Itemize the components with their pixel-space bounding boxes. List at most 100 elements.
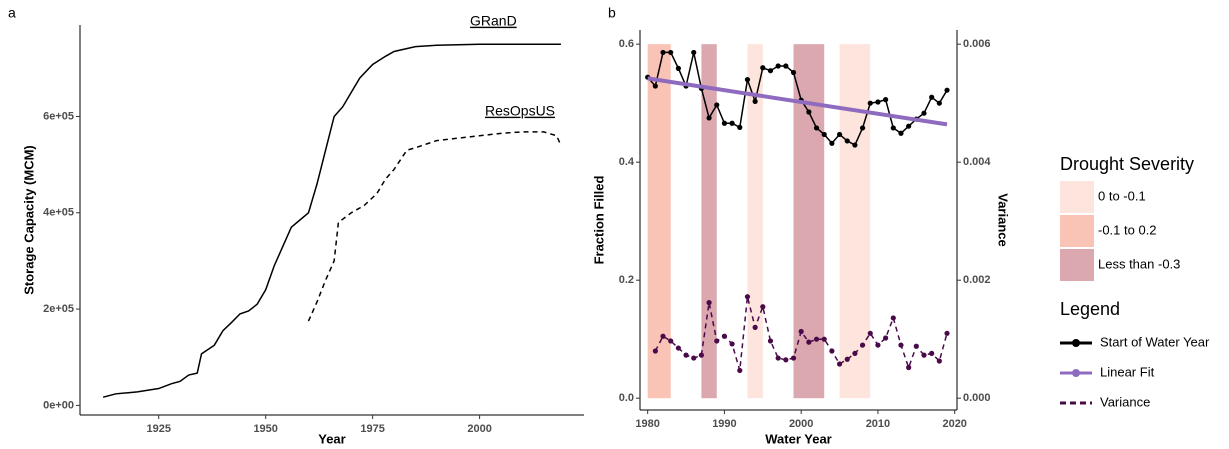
data-point bbox=[737, 124, 743, 130]
data-point bbox=[691, 355, 697, 361]
data-point bbox=[668, 49, 674, 56]
panel-label: a bbox=[8, 5, 16, 21]
data-point bbox=[775, 63, 781, 69]
drought-band bbox=[793, 44, 825, 399]
series-label: ResOpsUS bbox=[485, 103, 555, 119]
data-point bbox=[852, 142, 858, 148]
data-point bbox=[744, 294, 751, 300]
x-tick-label: 1990 bbox=[712, 418, 736, 430]
data-point bbox=[660, 333, 666, 339]
legend-label: Less than -0.3 bbox=[1098, 256, 1180, 271]
x-tick-label: 1925 bbox=[146, 423, 170, 435]
y2-tick-label: 0.004 bbox=[963, 156, 991, 168]
data-point bbox=[744, 76, 751, 83]
data-point bbox=[836, 361, 843, 367]
data-point bbox=[829, 140, 835, 146]
y-tick-label: 0e+00 bbox=[43, 399, 74, 411]
data-point bbox=[798, 328, 804, 335]
panel-label: b bbox=[608, 5, 616, 21]
data-point bbox=[668, 338, 674, 344]
y-axis-title: Storage Capacity (MCM) bbox=[21, 145, 36, 295]
data-point bbox=[883, 335, 889, 341]
data-point bbox=[675, 345, 681, 351]
data-point bbox=[721, 333, 728, 339]
data-point bbox=[706, 115, 712, 121]
data-point bbox=[906, 364, 912, 371]
legend-title: Drought Severity bbox=[1060, 154, 1194, 174]
data-point bbox=[852, 350, 858, 356]
data-point bbox=[675, 65, 681, 71]
data-point bbox=[806, 109, 812, 115]
data-point bbox=[729, 120, 735, 126]
y2-tick-label: 0.006 bbox=[963, 38, 991, 50]
data-point bbox=[813, 125, 820, 131]
data-point bbox=[652, 83, 658, 89]
y2-axis-title: Variance bbox=[996, 193, 1011, 247]
data-point bbox=[890, 315, 896, 321]
data-point bbox=[790, 355, 797, 361]
legend-key-marker bbox=[1072, 369, 1080, 377]
legend-key bbox=[1060, 181, 1094, 213]
data-point bbox=[660, 49, 666, 56]
data-point bbox=[652, 348, 658, 354]
x-tick-label: 2010 bbox=[866, 418, 890, 430]
data-point bbox=[760, 304, 766, 310]
data-point bbox=[867, 100, 873, 106]
data-point bbox=[752, 98, 758, 104]
data-point bbox=[944, 330, 950, 336]
y2-tick-label: 0.002 bbox=[963, 274, 991, 286]
legend-key bbox=[1060, 215, 1094, 247]
data-point bbox=[859, 125, 866, 131]
data-point bbox=[783, 357, 789, 363]
series-label: GRanD bbox=[470, 13, 517, 29]
data-point bbox=[813, 336, 820, 342]
data-point bbox=[875, 342, 881, 348]
x-tick-label: 2000 bbox=[789, 418, 813, 430]
data-point bbox=[898, 130, 904, 136]
x-tick-label: 1975 bbox=[360, 423, 384, 435]
data-point bbox=[806, 339, 812, 345]
series-line bbox=[102, 43, 561, 398]
data-point bbox=[783, 63, 789, 69]
series-line bbox=[307, 131, 562, 322]
x-axis-title: Year bbox=[318, 431, 345, 446]
data-point bbox=[691, 49, 697, 56]
x-tick-label: 1980 bbox=[635, 418, 659, 430]
legend-key-marker bbox=[1072, 339, 1080, 347]
y-tick-label: 6e+05 bbox=[43, 110, 74, 122]
legend-key bbox=[1060, 249, 1094, 281]
legend-label: Linear Fit bbox=[1100, 364, 1155, 379]
data-point bbox=[767, 68, 774, 74]
data-point bbox=[714, 338, 720, 344]
data-point bbox=[698, 352, 705, 358]
data-point bbox=[875, 99, 881, 105]
y-tick-label: 0.4 bbox=[619, 156, 635, 168]
y-tick-label: 0.2 bbox=[619, 274, 634, 286]
data-point bbox=[859, 342, 866, 348]
legend-label: Start of Water Year bbox=[1100, 334, 1210, 349]
legend-label: Variance bbox=[1100, 394, 1150, 409]
data-point bbox=[829, 348, 835, 354]
data-point bbox=[714, 102, 720, 108]
data-point bbox=[883, 97, 889, 103]
x-axis-title: Water Year bbox=[765, 431, 832, 446]
data-point bbox=[929, 350, 935, 356]
y-tick-label: 2e+05 bbox=[43, 303, 74, 315]
x-tick-label: 1950 bbox=[253, 423, 277, 435]
y-tick-label: 0.0 bbox=[619, 392, 634, 404]
data-point bbox=[844, 356, 850, 362]
y-axis-title: Fraction Filled bbox=[591, 176, 606, 265]
y-tick-label: 0.6 bbox=[619, 38, 634, 50]
data-point bbox=[760, 65, 766, 71]
data-point bbox=[936, 100, 942, 106]
y-tick-label: 4e+05 bbox=[43, 207, 74, 219]
data-point bbox=[752, 324, 758, 330]
legend-label: -0.1 to 0.2 bbox=[1098, 222, 1157, 237]
data-point bbox=[737, 367, 743, 374]
drought-band bbox=[701, 44, 717, 399]
data-point bbox=[767, 338, 774, 344]
legend-label: 0 to -0.1 bbox=[1098, 188, 1146, 203]
data-point bbox=[913, 343, 919, 349]
x-tick-label: 2020 bbox=[942, 418, 966, 430]
